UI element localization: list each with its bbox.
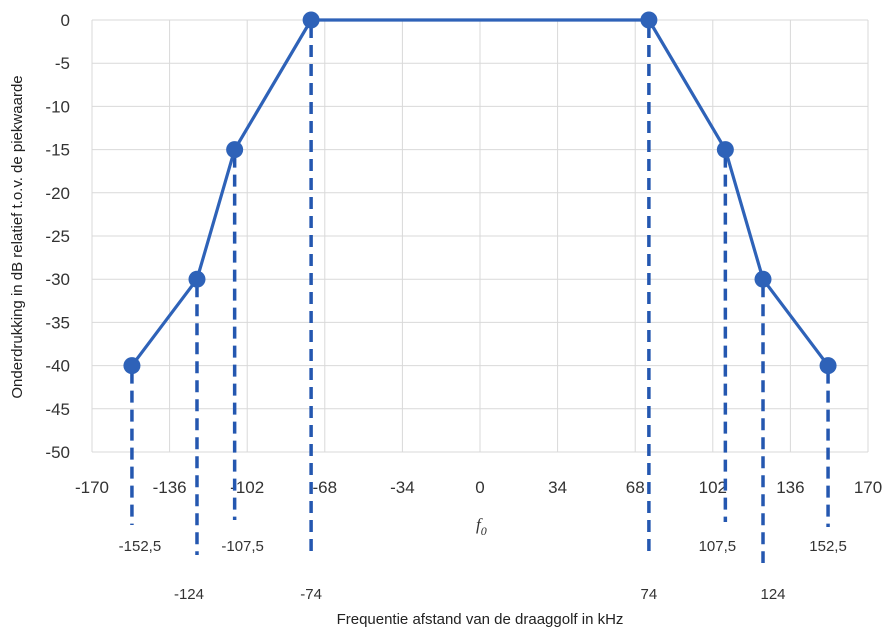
data-point [188, 270, 206, 288]
y-tick-label: -30 [45, 270, 70, 289]
x-tick-label: -170 [75, 478, 109, 497]
f0-subscript: 0 [481, 524, 487, 538]
annotation-label: -107,5 [221, 538, 264, 555]
annotation-label: 74 [641, 586, 658, 603]
x-tick-label: 136 [776, 478, 804, 497]
data-point [640, 11, 658, 29]
series-line-path [130, 18, 830, 367]
x-tick-label: 34 [548, 478, 567, 497]
x-axis-title: Frequentie afstand van de draaggolf in k… [337, 611, 624, 628]
data-point [716, 141, 734, 159]
x-tick-label: 170 [854, 478, 882, 497]
y-tick-label: -15 [45, 141, 70, 160]
y-tick-label: -10 [45, 97, 70, 116]
x-tick-labels: -170 -136 -102 -68 -34 0 34 68 102 136 170 [75, 478, 882, 497]
x-tick-label: 102 [699, 478, 727, 497]
annotation-label: 124 [760, 586, 785, 603]
data-point [226, 141, 244, 159]
data-point [754, 270, 772, 288]
y-tick-label: -50 [45, 443, 70, 462]
annotation-labels: -152,5 -124 -107,5 -74 74 107,5 124 152,5 [119, 538, 847, 603]
data-point [302, 11, 320, 29]
y-tick-label: -40 [45, 357, 70, 376]
x-tick-label: -102 [230, 478, 264, 497]
x-tick-label: -68 [313, 478, 338, 497]
grid-lines [91, 19, 869, 453]
y-tick-label: -25 [45, 227, 70, 246]
x-tick-label: 0 [475, 478, 484, 497]
y-tick-label: -20 [45, 184, 70, 203]
y-tick-label: -35 [45, 313, 70, 332]
dashed-markers [130, 26, 830, 563]
series-line [130, 18, 830, 367]
data-points [123, 11, 837, 375]
annotation-label: 107,5 [699, 538, 737, 555]
y-tick-label: -45 [45, 400, 70, 419]
data-point [123, 357, 141, 375]
annotation-label: -124 [174, 586, 204, 603]
annotation-label: -74 [300, 586, 322, 603]
y-tick-label: 0 [61, 11, 70, 30]
x-tick-label: -136 [153, 478, 187, 497]
y-axis-title: Onderdrukking in dB relatief t.o.v. de p… [9, 75, 26, 398]
x-tick-label: -34 [390, 478, 415, 497]
annotation-label: 152,5 [809, 538, 847, 555]
y-tick-label: -5 [55, 54, 70, 73]
f0-letter: f [476, 515, 483, 534]
center-frequency-label: f0 [476, 515, 487, 538]
y-tick-labels: 0 -5 -10 -15 -20 -25 -30 -35 -40 -45 -50 [45, 11, 70, 462]
x-tick-label: 68 [626, 478, 645, 497]
annotation-label: -152,5 [119, 538, 162, 555]
data-point [819, 357, 837, 375]
